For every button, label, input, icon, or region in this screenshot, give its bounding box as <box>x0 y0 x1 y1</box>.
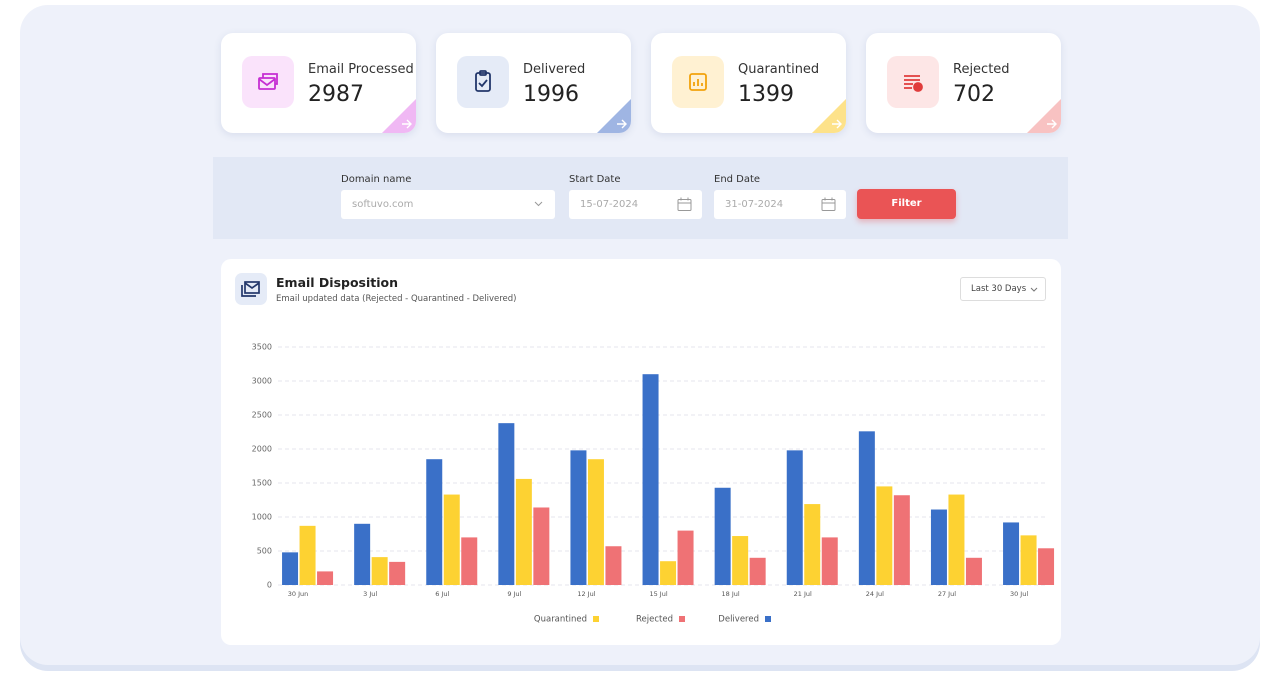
legend-label: Quarantined <box>534 615 587 625</box>
bar <box>1020 535 1037 585</box>
end-date-input[interactable]: 31-07-2024 <box>714 190 846 219</box>
y-tick-label: 3500 <box>252 343 272 352</box>
y-tick-label: 1500 <box>252 479 272 488</box>
bar <box>948 494 965 585</box>
bar <box>317 571 334 585</box>
bar <box>533 507 550 585</box>
bar <box>498 423 515 585</box>
bar <box>714 487 731 585</box>
bar <box>515 478 532 585</box>
x-tick-label: 30 Jun <box>288 590 309 598</box>
start-date-input[interactable]: 15-07-2024 <box>569 190 702 219</box>
card-arrow[interactable] <box>597 99 631 133</box>
bar <box>642 374 659 585</box>
bar <box>282 552 299 585</box>
x-tick-label: 12 Jul <box>577 590 595 598</box>
bar <box>299 525 316 585</box>
bar <box>1003 522 1020 585</box>
card-arrow[interactable] <box>1027 99 1061 133</box>
x-tick-label: 21 Jul <box>794 590 812 598</box>
bar <box>930 509 947 585</box>
chart: 0 500 1000 1500 2000 2500 3000 3500 30 Jun 3 Jul 6… <box>252 343 1055 625</box>
bar <box>786 450 803 585</box>
chart-card: Email Disposition Email updated data (Re… <box>221 259 1061 645</box>
bar <box>570 450 587 585</box>
bar <box>461 537 478 585</box>
bar <box>660 561 677 585</box>
field-label: Domain name <box>341 174 412 185</box>
bar <box>677 530 694 585</box>
y-tick-label: 500 <box>257 547 272 556</box>
input-value: 15-07-2024 <box>580 199 639 210</box>
x-tick-label: 9 Jul <box>507 590 521 598</box>
x-tick-label: 15 Jul <box>649 590 667 598</box>
bar <box>965 557 982 585</box>
y-tick-label: 0 <box>267 581 272 590</box>
filter-button[interactable]: Filter <box>857 189 956 219</box>
card-value: 2987 <box>308 82 364 107</box>
stat-card[interactable]: Email Processed 2987 <box>221 33 416 133</box>
card-arrow[interactable] <box>812 99 846 133</box>
chart-title: Email Disposition <box>276 275 399 290</box>
field-label: End Date <box>714 174 761 185</box>
bar <box>1038 548 1055 585</box>
bar <box>858 431 875 585</box>
legend-label: Rejected <box>636 615 673 625</box>
card-icon <box>242 56 294 108</box>
y-tick-label: 2000 <box>252 445 272 454</box>
bar <box>821 537 838 585</box>
card-label: Rejected <box>953 62 1010 77</box>
x-tick-label: 18 Jul <box>722 590 740 598</box>
y-tick-label: 3000 <box>252 377 272 386</box>
bar <box>732 536 749 585</box>
card-value: 1996 <box>523 82 579 107</box>
field-label: Start Date <box>569 174 621 185</box>
legend-swatch <box>593 616 599 622</box>
bar <box>587 459 604 585</box>
x-tick-label: 30 Jul <box>1010 590 1028 598</box>
chart-icon <box>235 273 267 305</box>
bar <box>804 504 821 585</box>
card-value: 1399 <box>738 82 794 107</box>
x-tick-label: 24 Jul <box>866 590 884 598</box>
legend-swatch <box>679 616 685 622</box>
legend-swatch <box>765 616 771 622</box>
card-label: Quarantined <box>738 62 820 77</box>
bar <box>389 561 406 585</box>
range-select[interactable]: Last 30 Days <box>960 277 1046 301</box>
stat-card[interactable]: Delivered 1996 <box>436 33 631 133</box>
y-tick-label: 1000 <box>252 513 272 522</box>
y-tick-label: 2500 <box>252 411 272 420</box>
card-label: Delivered <box>523 62 586 77</box>
bar <box>354 523 371 585</box>
card-value: 702 <box>953 82 995 107</box>
chart-subtitle: Email updated data (Rejected - Quarantin… <box>276 294 517 304</box>
card-icon <box>457 56 509 108</box>
stat-card[interactable]: Rejected 702 <box>866 33 1061 133</box>
card-arrow[interactable] <box>382 99 416 133</box>
stat-card[interactable]: Quarantined 1399 <box>651 33 846 133</box>
legend-label: Delivered <box>718 615 759 625</box>
bar <box>605 546 622 585</box>
x-tick-label: 6 Jul <box>435 590 449 598</box>
bar <box>443 494 460 585</box>
card-label: Email Processed <box>308 62 414 77</box>
domain-select[interactable]: softuvo.com <box>341 190 555 219</box>
bar <box>749 557 766 585</box>
select-value: softuvo.com <box>352 199 414 210</box>
input-value: 31-07-2024 <box>725 199 784 210</box>
x-tick-label: 27 Jul <box>938 590 956 598</box>
bar <box>893 495 910 585</box>
bar <box>876 486 893 585</box>
select-value: Last 30 Days <box>971 284 1027 294</box>
bar <box>426 459 443 585</box>
card-icon <box>887 56 939 108</box>
card-icon <box>672 56 724 108</box>
x-tick-label: 3 Jul <box>363 590 377 598</box>
bar <box>371 557 388 585</box>
